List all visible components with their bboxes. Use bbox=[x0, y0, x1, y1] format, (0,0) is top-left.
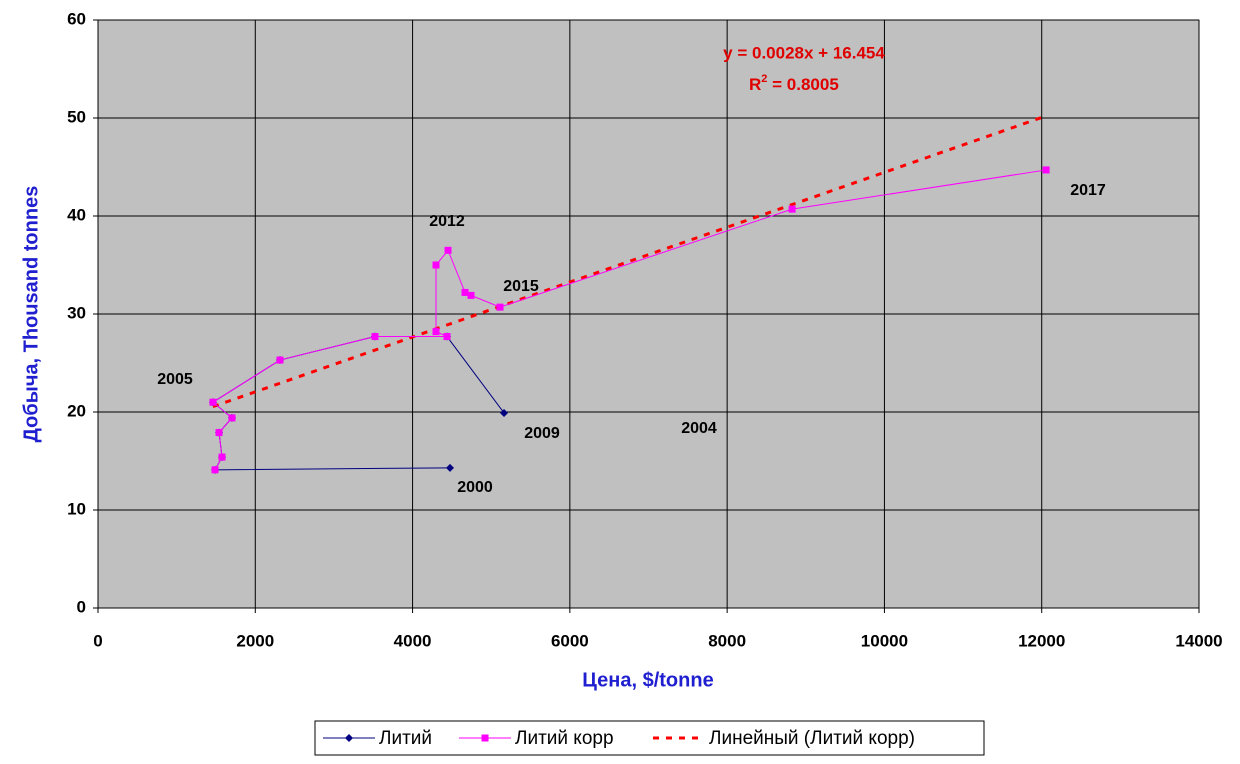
year-label: 2015 bbox=[503, 278, 539, 295]
r-squared: R2 = 0.8005 bbox=[749, 73, 839, 95]
point bbox=[432, 261, 440, 269]
y-tick-label: 50 bbox=[67, 107, 86, 126]
legend-label: Линейный (Литий корр) bbox=[709, 728, 915, 749]
x-tick-label: 0 bbox=[93, 631, 102, 650]
r2-sup: 2 bbox=[761, 73, 767, 85]
x-tick-label: 4000 bbox=[394, 631, 432, 650]
point bbox=[371, 333, 379, 341]
y-tick-label: 60 bbox=[67, 9, 86, 28]
point bbox=[444, 246, 452, 254]
y-tick-label: 10 bbox=[67, 499, 86, 518]
legend-label: Литий bbox=[379, 728, 432, 749]
point bbox=[215, 429, 223, 437]
y-axis-title: Добыча, Thousand tonnes bbox=[20, 186, 42, 443]
point bbox=[211, 466, 219, 474]
year-label: 2000 bbox=[457, 479, 493, 496]
trend-equation: y = 0.0028x + 16.454 bbox=[723, 43, 885, 62]
legend-label: Литий корр bbox=[515, 728, 614, 749]
year-label: 2004 bbox=[681, 420, 717, 437]
y-tick-label: 20 bbox=[67, 401, 86, 420]
x-tick-label: 8000 bbox=[708, 631, 746, 650]
point bbox=[432, 328, 440, 336]
x-tick-label: 6000 bbox=[551, 631, 589, 650]
year-label: 2017 bbox=[1070, 182, 1106, 199]
series-line bbox=[212, 169, 1047, 471]
y-tick-label: 40 bbox=[67, 205, 86, 224]
point bbox=[276, 356, 284, 364]
y-tick-label: 30 bbox=[67, 303, 86, 322]
point bbox=[467, 291, 475, 299]
x-tick-label: 2000 bbox=[236, 631, 274, 650]
legend bbox=[314, 720, 985, 756]
point bbox=[461, 288, 469, 296]
r2-base: R bbox=[749, 75, 761, 94]
point bbox=[496, 303, 504, 311]
point bbox=[209, 398, 217, 406]
x-tick-label: 10000 bbox=[861, 631, 908, 650]
legend-marker bbox=[481, 734, 489, 742]
x-tick-label: 14000 bbox=[1175, 631, 1222, 650]
point bbox=[443, 333, 451, 341]
x-tick-label: 12000 bbox=[1018, 631, 1065, 650]
point bbox=[500, 408, 509, 417]
year-label: 2012 bbox=[429, 213, 465, 230]
point bbox=[788, 205, 796, 213]
legend-marker bbox=[345, 734, 353, 742]
y-tick-label: 0 bbox=[77, 597, 86, 616]
point bbox=[218, 453, 226, 461]
point bbox=[446, 463, 455, 472]
point bbox=[228, 414, 236, 422]
year-label: 2005 bbox=[157, 371, 193, 388]
point bbox=[1042, 166, 1050, 174]
x-axis-title: Цена, $/tonne bbox=[582, 669, 713, 691]
trendline bbox=[212, 114, 1047, 409]
year-label: 2009 bbox=[524, 425, 560, 442]
r2-rest: = 0.8005 bbox=[767, 75, 838, 94]
